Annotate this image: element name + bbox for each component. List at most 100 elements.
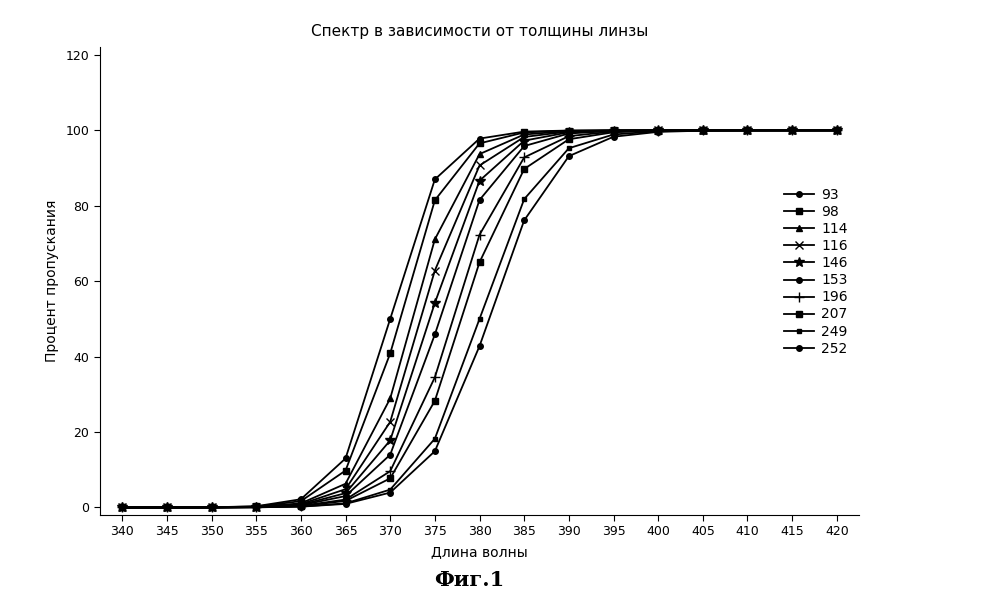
249 [340,500,352,507]
249 [206,504,218,511]
116 [831,127,843,134]
114 [607,127,619,134]
249 [518,195,530,202]
98 [518,129,530,136]
249 [562,144,574,152]
116 [786,127,798,134]
116 [652,127,664,134]
93 [474,135,486,142]
146 [607,127,619,134]
207 [295,503,307,510]
249 [652,128,664,135]
207 [116,504,128,511]
207 [607,128,619,136]
252 [697,127,709,134]
116 [741,127,753,134]
153 [116,504,128,511]
93 [116,504,128,511]
93 [340,455,352,462]
146 [206,504,218,511]
146 [518,137,530,144]
114 [385,395,397,402]
114 [786,127,798,134]
114 [340,480,352,487]
196 [831,127,843,134]
98 [206,504,218,511]
116 [429,267,441,274]
114 [741,127,753,134]
116 [385,419,397,426]
252 [518,217,530,224]
Line: 116: 116 [118,126,841,511]
93 [652,127,664,134]
196 [161,504,173,511]
252 [250,504,262,511]
252 [340,500,352,507]
153 [385,451,397,458]
207 [741,127,753,134]
207 [831,127,843,134]
98 [250,503,262,510]
196 [429,374,441,381]
196 [562,133,574,140]
114 [831,127,843,134]
146 [474,177,486,184]
93 [295,496,307,503]
146 [786,127,798,134]
196 [385,468,397,475]
Line: 207: 207 [120,127,839,510]
114 [250,503,262,510]
98 [562,127,574,134]
196 [116,504,128,511]
153 [562,130,574,137]
98 [697,127,709,134]
249 [607,131,619,138]
Line: 98: 98 [120,127,839,510]
114 [652,127,664,134]
Y-axis label: Процент пропускания: Процент пропускания [45,200,59,362]
114 [116,504,128,511]
146 [741,127,753,134]
146 [250,503,262,510]
252 [474,343,486,350]
207 [161,504,173,511]
196 [295,503,307,510]
116 [161,504,173,511]
207 [562,136,574,143]
116 [295,501,307,508]
114 [474,150,486,157]
98 [116,504,128,511]
114 [429,236,441,243]
Line: 146: 146 [117,126,842,512]
252 [206,504,218,511]
153 [697,127,709,134]
207 [697,127,709,134]
146 [562,128,574,136]
196 [697,127,709,134]
114 [161,504,173,511]
196 [518,154,530,161]
Line: 114: 114 [119,127,840,511]
114 [518,131,530,138]
196 [206,504,218,511]
207 [518,165,530,172]
249 [786,127,798,134]
146 [652,127,664,134]
252 [741,127,753,134]
153 [340,493,352,500]
252 [562,153,574,160]
98 [474,140,486,147]
153 [786,127,798,134]
93 [607,127,619,134]
249 [429,435,441,442]
249 [697,127,709,134]
116 [518,133,530,140]
153 [518,143,530,150]
252 [385,489,397,496]
146 [340,490,352,497]
249 [741,127,753,134]
X-axis label: Длина волны: Длина волны [432,545,527,559]
93 [385,316,397,323]
249 [116,504,128,511]
207 [786,127,798,134]
